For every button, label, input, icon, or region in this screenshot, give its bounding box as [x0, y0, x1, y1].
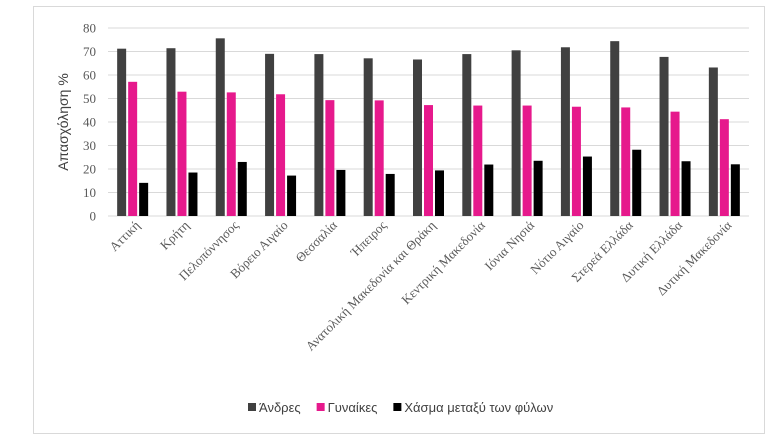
- bar: [215, 38, 225, 217]
- x-tick-label: Ήπειρος: [347, 217, 390, 260]
- chart-frame: 0 10 20 30 40 50 60 70 80 Αττική Κρήτη Πελοπόννησο…: [33, 6, 765, 434]
- legend-label: Χάσμα μεταξύ των φύλων: [404, 400, 553, 415]
- legend: Άνδρες Γυναίκες Χάσμα μεταξύ των φύλων: [248, 400, 553, 415]
- y-tick-label: 40: [83, 115, 96, 130]
- bar: [128, 81, 138, 216]
- bar: [484, 164, 494, 216]
- bar: [582, 156, 592, 216]
- bar: [571, 106, 581, 216]
- bar: [610, 41, 620, 216]
- bar: [265, 53, 275, 216]
- x-tick-label: Κεντρική Μακεδονία: [398, 217, 488, 307]
- bar: [462, 54, 472, 217]
- bar: [117, 48, 127, 217]
- bar: [237, 161, 247, 216]
- bar: [681, 161, 691, 216]
- bar: [166, 48, 176, 217]
- bar: [659, 56, 669, 216]
- bar: [314, 54, 324, 217]
- bar: [188, 172, 198, 216]
- bar: [363, 58, 373, 216]
- legend-swatch: [248, 403, 256, 411]
- bar: [435, 170, 444, 216]
- y-axis-ticks: 0 10 20 30 40 50 60 70 80: [83, 21, 96, 224]
- x-tick-label: Κρήτη: [157, 217, 192, 252]
- y-tick-label: 20: [83, 162, 96, 177]
- bar: [533, 160, 543, 216]
- bar: [139, 182, 149, 216]
- bar: [276, 94, 286, 216]
- y-tick-label: 80: [83, 21, 96, 36]
- bar: [511, 50, 521, 217]
- legend-swatch: [393, 403, 402, 411]
- bar: [385, 173, 395, 216]
- bar: [424, 105, 433, 216]
- legend-label: Γυναίκες: [328, 400, 378, 415]
- bar: [325, 100, 335, 216]
- bar: [522, 105, 532, 216]
- y-axis-label: Απασχόληση %: [55, 73, 71, 171]
- y-tick-label: 10: [83, 185, 96, 200]
- bar: [336, 169, 346, 216]
- legend-swatch: [316, 403, 325, 411]
- legend-label: Άνδρες: [259, 400, 301, 415]
- bar: [473, 105, 483, 216]
- x-tick-label: Αττική: [106, 217, 143, 254]
- bar: [730, 164, 740, 216]
- bar: [670, 111, 680, 216]
- bar: [413, 59, 422, 216]
- y-tick-label: 50: [83, 91, 96, 106]
- bar: [560, 47, 570, 216]
- bar: [287, 175, 297, 216]
- bars: [117, 38, 740, 217]
- x-tick-label: Θεσσαλία: [292, 217, 340, 265]
- bar: [632, 149, 642, 216]
- y-tick-label: 60: [83, 68, 96, 83]
- bar: [177, 91, 187, 216]
- bar: [708, 67, 718, 216]
- bar: [719, 119, 729, 216]
- y-tick-label: 30: [83, 138, 96, 153]
- y-tick-label: 0: [90, 209, 97, 224]
- bar: [226, 92, 236, 216]
- bar: [374, 100, 384, 216]
- y-tick-label: 70: [83, 44, 96, 59]
- bar: [621, 107, 631, 216]
